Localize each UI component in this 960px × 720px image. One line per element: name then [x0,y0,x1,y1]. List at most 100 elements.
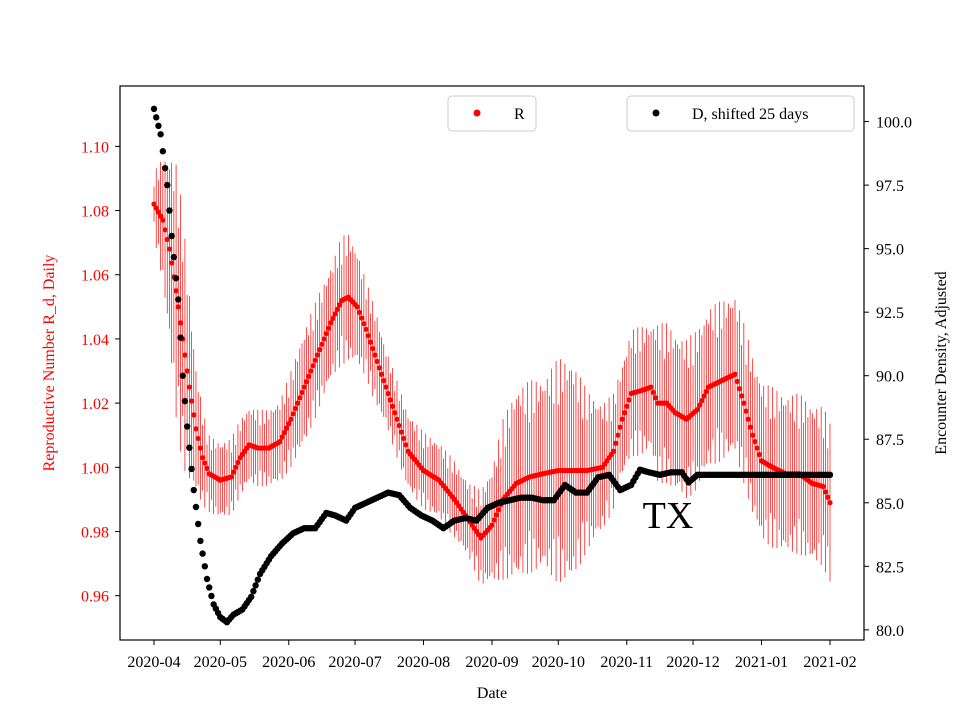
r-point [403,442,409,448]
r-point [308,368,314,374]
r-point [747,424,754,430]
x-tick-label: 2021-01 [735,654,788,671]
r-point [193,426,199,432]
r-point [204,465,210,471]
r-point [184,368,190,374]
r-point [356,309,363,316]
legend-r-box [447,95,537,132]
r-point [491,517,497,523]
r-point [389,403,396,409]
right-y-tick-label: 87.5 [876,432,904,449]
r-point [173,288,179,294]
r-point [370,345,376,352]
r-point [153,205,159,211]
r-point [228,474,234,480]
r-point [648,384,654,390]
r-point [166,246,173,252]
r-point [299,389,305,396]
r-point [394,416,400,422]
r-point [325,325,332,331]
d-point [192,503,200,511]
d-point [208,592,215,600]
legend-r-label: R [514,106,525,123]
r-point [233,464,239,470]
r-point [290,411,296,417]
r-point [328,320,334,326]
right-y-axis-label: Encounter Density, Adjusted [933,271,950,454]
d-point [254,576,262,583]
r-point [619,416,625,422]
d-point [161,164,169,172]
r-point [197,445,203,451]
r-point [701,393,707,399]
r-point [281,430,287,436]
left-y-tick-label: 1.10 [81,139,109,156]
d-point [183,423,191,430]
d-point [177,334,184,341]
x-tick-label: 2020-12 [666,654,719,671]
r-point [752,439,758,445]
r-point [158,213,164,219]
r-point [624,403,630,409]
d-point [179,372,186,379]
r-point [401,435,407,442]
r-point [361,321,367,327]
right-y-tick-label: 100.0 [876,115,912,132]
legend-d-label: D, shifted 25 days [692,106,808,123]
r-point [283,425,290,431]
legend-d: D, shifted 25 days [626,95,855,132]
r-point [617,424,623,430]
left-y-axis-label: Reproductive Number R_d, Daily [41,255,58,472]
right-y-tick-label: 95.0 [876,242,904,259]
r-point [385,390,391,397]
x-axis: 2020-04 2020-05 2020-06 2020-07 2020-08 2020-… [127,640,857,671]
x-axis-label: Date [477,685,507,702]
d-point [197,537,204,545]
x-tick-label: 2020-06 [262,654,315,671]
legend-d-marker [652,109,660,117]
legend-d-box [626,95,855,132]
r-point [493,512,500,518]
d-point [201,563,209,570]
r-point [155,209,162,215]
r-point [703,388,709,395]
d-point [194,520,202,528]
r-point [195,435,201,442]
d-point [190,486,197,494]
r-point [292,405,298,412]
d-point [181,397,189,405]
r-point [235,459,241,466]
x-tick-label: 2020-08 [397,654,450,671]
r-point [615,432,621,438]
left-y-tick-label: 1.00 [81,460,109,477]
r-point [732,371,738,377]
r-point [652,395,659,401]
d-point [159,148,167,155]
legend-r-marker [473,109,481,117]
d-point [153,114,160,121]
x-tick-label: 2021-02 [803,654,856,671]
r-point [279,434,285,440]
left-y-tick-label: 0.98 [81,525,109,542]
r-point [381,378,387,384]
r-point [323,330,329,337]
d-point [166,207,173,214]
r-point [151,201,157,207]
r-point [332,311,338,317]
x-tick-label: 2020-07 [328,654,381,671]
r-point [314,352,321,358]
d-point [168,232,175,240]
d-point [175,296,182,303]
x-tick-label: 2020-04 [127,654,180,671]
x-tick-label: 2020-05 [194,654,247,671]
r-point [383,384,389,390]
r-point [286,421,292,427]
d-point [172,275,180,282]
r-point [396,422,402,429]
d-point [188,465,195,473]
r-point [365,333,371,339]
r-point [354,304,360,310]
r-point [650,389,656,396]
d-point [826,471,834,479]
d-point [248,593,255,600]
